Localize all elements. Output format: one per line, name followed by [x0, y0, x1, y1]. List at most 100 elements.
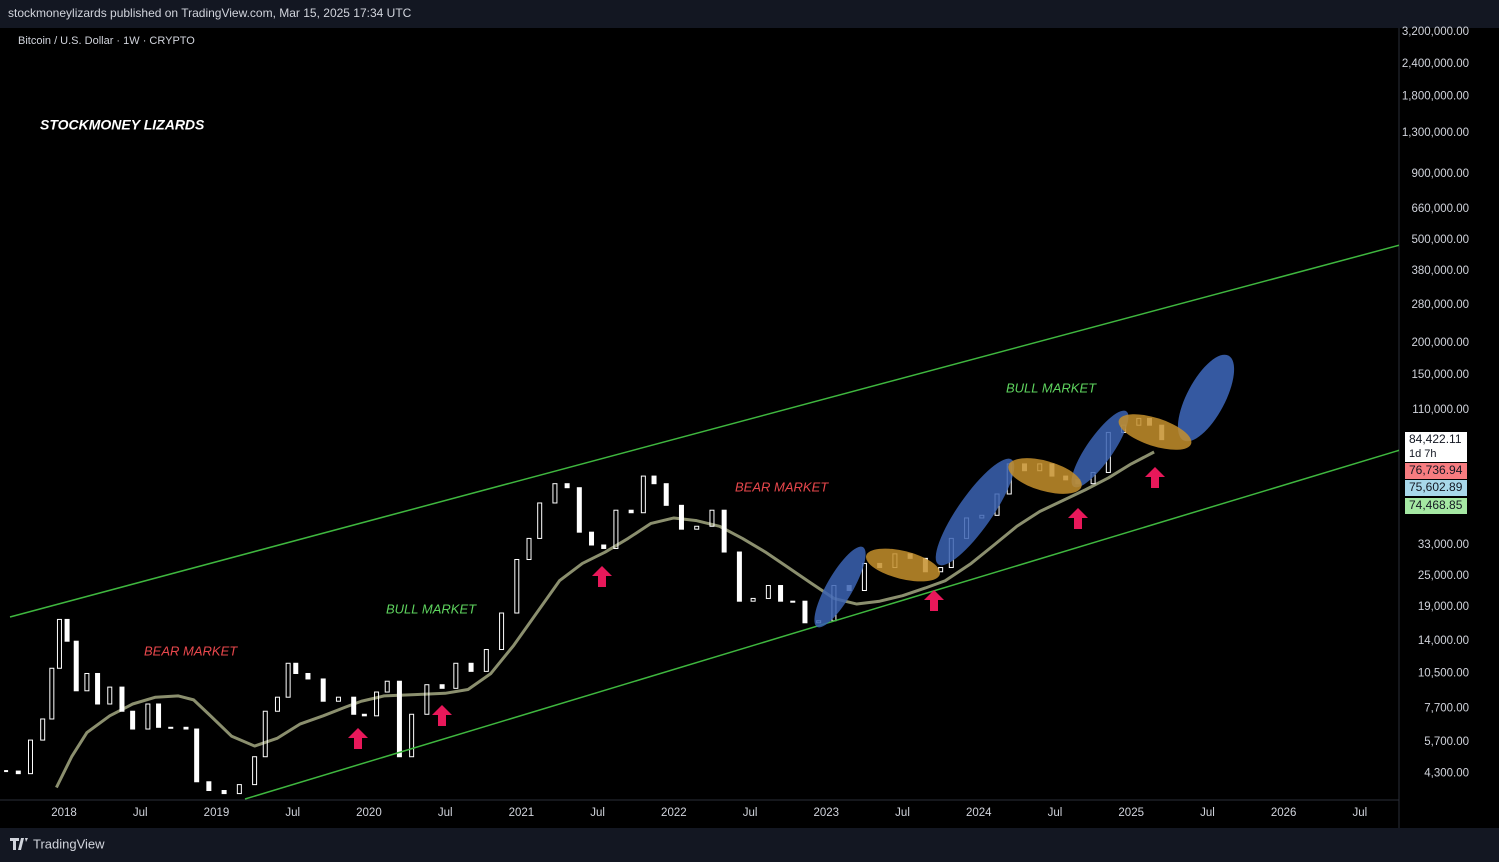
candle: [765, 585, 771, 599]
highlight-orange: [865, 548, 941, 582]
y-tick-label: 7,700.00: [1424, 702, 1469, 714]
x-tick-label: Jul: [895, 807, 910, 819]
annotation: BULL MARKET: [386, 601, 477, 616]
y-tick-label: 2,400,000.00: [1402, 58, 1469, 70]
candle: [663, 483, 669, 506]
plot-area: [4, 417, 1165, 795]
y-tick-label: 500,000.00: [1411, 234, 1469, 246]
x-tick-label: 2020: [356, 807, 382, 819]
candle: [73, 640, 79, 692]
x-tick-label: Jul: [1353, 807, 1368, 819]
channel-upper: [9, 244, 1399, 618]
highlight-orange: [1008, 458, 1082, 494]
candle: [84, 672, 90, 692]
candle: [537, 502, 543, 539]
footer-logo: [10, 838, 28, 850]
x-tick-label: Jul: [285, 807, 300, 819]
candle: [206, 781, 212, 792]
x-tick-label: 2019: [204, 807, 230, 819]
header: stockmoneylizards published on TradingVi…: [8, 6, 412, 20]
candle: [468, 662, 474, 672]
y-tick-label: 33,000.00: [1418, 539, 1469, 551]
x-tick-label: Jul: [1200, 807, 1215, 819]
candle: [409, 713, 415, 758]
price-label: 74,468.85: [1409, 498, 1463, 512]
candle: [252, 756, 258, 786]
watermark: STOCKMONEY LIZARDS: [40, 117, 205, 133]
moving-average: [55, 450, 1155, 789]
symbol-title: Bitcoin / U.S. Dollar · 1W · CRYPTO: [18, 35, 195, 47]
candle: [335, 696, 341, 702]
candle: [305, 672, 311, 680]
y-tick-label: 5,700.00: [1424, 736, 1469, 748]
badge: [1405, 432, 1467, 462]
candle: [119, 686, 125, 712]
x-tick-label: Jul: [438, 807, 453, 819]
candle: [384, 680, 390, 693]
price-label: 84,422.11: [1409, 432, 1462, 446]
candle: [320, 678, 326, 702]
badge: [1405, 480, 1467, 496]
y-tick-label: 110,000.00: [1412, 404, 1469, 416]
candle: [424, 684, 430, 715]
badge: [1405, 498, 1467, 514]
x-tick-label: 2026: [1271, 807, 1297, 819]
logo: [10, 838, 28, 850]
x-tick-label: 2022: [661, 807, 687, 819]
candle: [721, 509, 727, 553]
x-tick-label: 2023: [814, 807, 840, 819]
x-tick-label: Jul: [133, 807, 148, 819]
candle: [64, 618, 70, 642]
candle: [483, 649, 489, 672]
y-tick-label: 1,300,000.00: [1402, 127, 1469, 139]
candle: [27, 739, 33, 775]
chart-background: [0, 28, 1499, 828]
candle: [285, 662, 291, 698]
candle: [107, 686, 113, 705]
y-tick-label: 380,000.00: [1411, 265, 1469, 277]
x-tick-label: Jul: [590, 807, 605, 819]
highlight-blue: [1177, 354, 1235, 442]
arrow-up: [348, 728, 368, 749]
candle: [262, 710, 268, 758]
arrow-up: [1068, 508, 1088, 529]
candle: [790, 600, 796, 603]
candle: [361, 713, 367, 717]
candle: [526, 537, 532, 561]
arrows: [348, 467, 1165, 749]
candle: [221, 790, 227, 795]
candle: [628, 509, 634, 514]
candle: [293, 662, 299, 674]
annotation: BULL MARKET: [1006, 380, 1097, 395]
candle: [374, 691, 380, 717]
candle: [40, 718, 46, 741]
x-tick-label: 2021: [509, 807, 535, 819]
candle: [601, 544, 607, 549]
candle: [736, 551, 742, 602]
candle: [640, 475, 646, 514]
arrow-up: [432, 705, 452, 726]
candle: [439, 684, 445, 689]
highlight-blue: [814, 546, 866, 628]
arrow-up: [1145, 467, 1165, 488]
badge: [1405, 463, 1467, 479]
annotation: BEAR MARKET: [735, 479, 829, 494]
y-tick-label: 150,000.00: [1411, 369, 1469, 381]
candle: [802, 600, 808, 624]
candle: [351, 696, 357, 715]
candle: [168, 726, 174, 729]
y-tick-label: 280,000.00: [1411, 299, 1469, 311]
price-label: 76,736.94: [1409, 463, 1463, 477]
candle: [576, 487, 582, 533]
price-badges: 84,422.11 1d 7h 76,736.94 75,602.89 74,4…: [1405, 432, 1467, 514]
candle: [694, 525, 700, 530]
candle: [236, 784, 242, 795]
highlight-orange: [1118, 414, 1192, 450]
candle: [613, 509, 619, 549]
candle: [552, 483, 558, 504]
x-tick-label: Jul: [743, 807, 758, 819]
candle: [49, 667, 55, 720]
candle: [95, 672, 101, 705]
